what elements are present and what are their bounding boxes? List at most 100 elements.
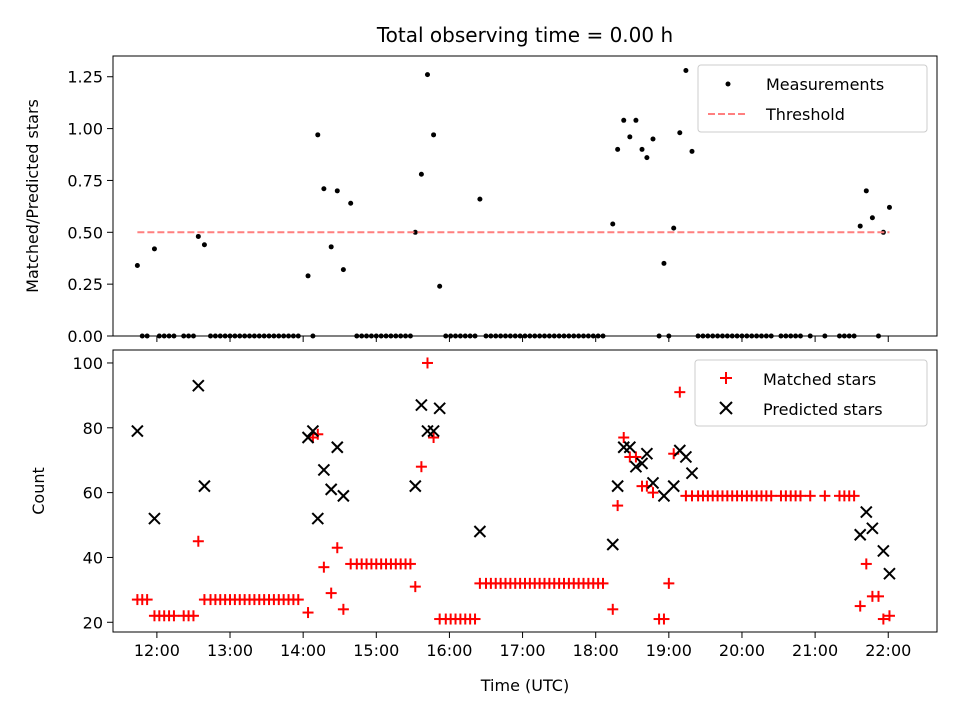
bottom-y-tick-label: 60 — [83, 484, 103, 503]
measurement-point — [689, 148, 695, 154]
predicted-point — [473, 525, 487, 538]
chart-title: Total observing time = 0.00 h — [376, 23, 673, 47]
predicted-point — [611, 479, 624, 493]
bottom-x-tick-label: 12:00 — [134, 641, 180, 660]
measurement-point — [661, 260, 667, 266]
bottom-y-tick-label: 100 — [72, 354, 103, 373]
predicted-point — [635, 457, 649, 470]
top-legend: Measurements Threshold — [697, 64, 928, 133]
bottom-x-tick-label: 16:00 — [426, 641, 472, 660]
predicted-point — [866, 522, 879, 535]
predicted-point — [877, 544, 890, 558]
predicted-point — [415, 398, 428, 412]
predicted-point — [311, 512, 324, 525]
matched-point — [415, 461, 427, 473]
predicted-point — [131, 424, 144, 438]
matched-point — [187, 610, 199, 622]
top-y-tick-label: 0.00 — [67, 327, 103, 346]
predicted-point — [427, 424, 440, 438]
matched-point — [630, 451, 642, 463]
bottom-x-tick-label: 20:00 — [719, 641, 765, 660]
measurement-point — [610, 221, 616, 227]
measurement-point — [886, 204, 892, 210]
predicted-point — [433, 402, 446, 415]
predicted-point — [657, 489, 671, 503]
count-panel: Time (UTC) Count 12:00 13:00 14:00 15:00 16:… — [29, 349, 938, 695]
predicted-point — [623, 441, 637, 454]
measurement-point — [321, 186, 327, 192]
measurement-point — [863, 188, 869, 194]
matched-point — [819, 490, 831, 502]
legend-matched-marker — [720, 372, 732, 384]
matched-point — [618, 432, 630, 444]
bottom-x-tick-label: 18:00 — [573, 641, 619, 660]
matched-point — [141, 594, 153, 606]
measurement-point — [639, 146, 645, 152]
bottom-x-tick-label: 14:00 — [280, 641, 326, 660]
predicted-point — [192, 379, 205, 392]
bottom-plot-frame — [112, 349, 938, 633]
legend-matched-label: Matched stars — [763, 370, 876, 389]
legend-measurements-marker — [725, 81, 731, 87]
measurement-point — [412, 229, 418, 235]
predicted-point — [679, 450, 693, 464]
bottom-x-tick-label: 22:00 — [865, 641, 911, 660]
matched-point — [647, 487, 659, 499]
matched-point — [428, 432, 440, 444]
matched-point — [883, 610, 895, 622]
matched-point — [860, 558, 872, 570]
measurement-point — [683, 68, 689, 74]
matched-point — [854, 600, 866, 612]
matched-point — [597, 577, 609, 589]
measurement-point — [201, 242, 207, 248]
measurement-point — [134, 262, 140, 268]
predicted-point — [148, 512, 161, 525]
top-y-tick-label: 0.50 — [67, 223, 103, 242]
predicted-point — [198, 479, 211, 493]
bottom-y-tick-label: 80 — [83, 419, 103, 438]
predicted-point — [606, 538, 619, 551]
measurement-point — [334, 188, 340, 194]
predicted-point — [306, 424, 320, 438]
measurement-point — [633, 117, 639, 123]
matched-point — [612, 500, 624, 512]
bottom-x-tick-label: 15:00 — [353, 641, 399, 660]
predicted-point — [640, 447, 654, 460]
ratio-panel: Total observing time = 0.00 h Matched/Pr… — [23, 23, 938, 346]
top-plot-frame — [112, 55, 938, 337]
matched-point — [421, 357, 433, 369]
measurement-point — [477, 196, 483, 202]
top-y-tick-label: 0.25 — [67, 275, 103, 294]
measurement-point — [305, 273, 311, 279]
predicted-point — [860, 505, 873, 519]
measurement-point — [869, 215, 875, 221]
bottom-x-tick-label: 21:00 — [792, 641, 838, 660]
matched-point — [318, 561, 330, 573]
matched-point — [765, 490, 777, 502]
matched-point — [337, 603, 349, 615]
predicted-point — [409, 479, 422, 493]
bottom-legend: Matched stars Predicted stars — [694, 359, 928, 427]
matched-point — [877, 613, 889, 625]
predicted-point — [317, 463, 331, 477]
bottom-x-tick-label: 17:00 — [500, 641, 546, 660]
bottom-y-tick-label: 20 — [83, 613, 103, 632]
matched-point — [872, 590, 884, 602]
predicted-point — [646, 476, 660, 490]
bottom-x-tick-label: 19:00 — [646, 641, 692, 660]
top-y-tick-label: 1.25 — [67, 68, 103, 87]
measurement-point — [431, 132, 437, 138]
matched-point — [325, 587, 337, 599]
predicted-point — [667, 479, 680, 493]
top-y-tick-label: 1.00 — [67, 120, 103, 139]
matched-point — [404, 558, 416, 570]
predicted-point — [629, 460, 643, 473]
matched-point — [312, 428, 324, 440]
predicted-point — [685, 466, 699, 480]
measurement-point — [151, 246, 157, 252]
legend-predicted-marker — [719, 401, 733, 415]
measurement-point — [328, 244, 334, 250]
top-y-tick-label: 0.75 — [67, 171, 103, 190]
matched-point — [804, 490, 816, 502]
legend-threshold-label: Threshold — [765, 105, 845, 124]
